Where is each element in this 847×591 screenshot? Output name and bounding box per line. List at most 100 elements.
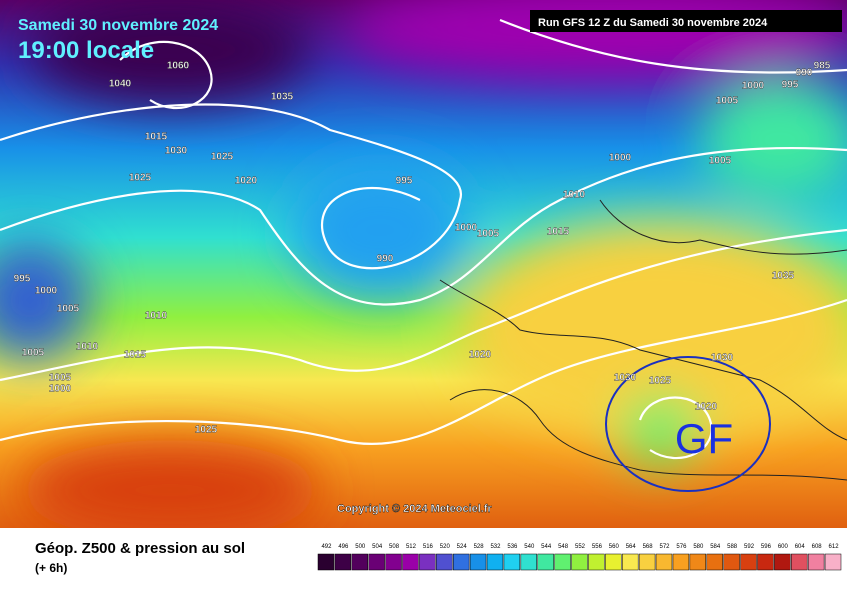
legend-swatch: [723, 553, 740, 571]
legend-swatch: [436, 553, 453, 571]
isobar-label: 1000: [609, 153, 632, 164]
isobar-label: 1000: [35, 286, 58, 297]
legend-swatch: [740, 553, 757, 571]
legend-label: 532: [490, 544, 501, 550]
isobar-label: 1010: [145, 311, 168, 322]
isobar-label: 1005: [57, 304, 80, 315]
legend-label: 512: [406, 544, 417, 550]
legend-label: 500: [355, 544, 366, 550]
time: 19:00 locale: [18, 37, 154, 64]
fields: [0, 0, 847, 540]
legend-swatch: [588, 553, 605, 571]
legend-swatch: [537, 553, 554, 571]
legend-swatch: [351, 553, 368, 571]
legend-swatch: [419, 553, 436, 571]
legend-label: 568: [643, 544, 654, 550]
legend-swatch: [605, 553, 622, 571]
isobar-label: 1015: [124, 350, 147, 361]
footer-subtitle: (+ 6h): [35, 561, 67, 575]
legend-swatch: [807, 553, 825, 571]
legend-label: 596: [761, 544, 772, 550]
isobar-label: 1020: [235, 176, 258, 187]
run: Run GFS 12 Z du Samedi 30 novembre 2024: [538, 17, 768, 29]
legend-label: 540: [524, 544, 535, 550]
isobar-label: 1000: [455, 223, 478, 234]
isobar-label: 1035: [271, 92, 294, 103]
isobar-label: 1010: [76, 342, 99, 353]
legend-label: 608: [812, 544, 823, 550]
legend-swatch: [706, 553, 723, 571]
legend-label: 548: [558, 544, 569, 550]
legend-label: 492: [321, 544, 332, 550]
legend-swatch: [774, 553, 791, 571]
run-box: [530, 10, 842, 32]
isobar-label: 1000: [49, 384, 72, 395]
legend-label: 580: [693, 544, 704, 550]
isobar-label: 990: [377, 254, 394, 265]
gf-circle: [605, 356, 771, 492]
legend-swatch: [486, 553, 504, 571]
legend-label: 564: [626, 544, 637, 550]
legend-swatch: [757, 553, 774, 571]
legend-swatch: [317, 553, 335, 571]
legend-swatch: [368, 553, 385, 571]
isobar-label: 995: [14, 274, 31, 285]
legend-label: 496: [338, 544, 349, 550]
legend-swatch: [638, 553, 656, 571]
isobar-label: 1010: [563, 190, 586, 201]
isobar-label: 1005: [709, 156, 732, 167]
isobar-label: 1025: [129, 173, 152, 184]
legend-label: 520: [440, 544, 451, 550]
legend-label: 576: [676, 544, 687, 550]
isobar-label: 1030: [614, 373, 637, 384]
legend-label: 508: [389, 544, 400, 550]
legend-label: 556: [592, 544, 603, 550]
footer-title: Géop. Z500 & pression au sol: [35, 540, 245, 557]
legend-swatch: [503, 553, 521, 571]
legend-swatch: [791, 553, 808, 571]
isobar-label: 1035: [772, 271, 795, 282]
copyright: Copyright © 2024 Meteociel.fr: [337, 503, 493, 515]
isobar-label: 1015: [145, 132, 168, 143]
isobars: [0, 18, 847, 460]
isobar-label: 1020: [469, 350, 492, 361]
legend-swatch: [554, 553, 571, 571]
isobar-label: 1040: [109, 79, 132, 90]
isobar-label: 1025: [649, 376, 672, 387]
legend-swatch: [672, 553, 690, 571]
isobar-label: 1060: [167, 61, 190, 72]
legend-label: 584: [710, 544, 721, 550]
isobar-label: 1030: [711, 353, 734, 364]
legend-swatch: [520, 553, 537, 571]
legend-swatch: [385, 553, 402, 571]
legend-label: 552: [575, 544, 586, 550]
legend: 492 496 500 504 508 512 516 520 524 528 532 536 540 5…: [317, 544, 842, 571]
isobar-label: 1005: [22, 348, 45, 359]
legend-label: 588: [727, 544, 738, 550]
legend-swatch: [622, 553, 639, 571]
center-label: GF: [675, 415, 733, 462]
isobar-label: 1025: [195, 425, 218, 436]
isobar-label: 1030: [165, 146, 188, 157]
legend-swatch: [469, 553, 487, 571]
isobar-label: 995: [782, 80, 799, 91]
legend-label: 504: [372, 544, 383, 550]
legend-label: 536: [507, 544, 518, 550]
isobar-label: 1015: [547, 227, 570, 238]
legend-label: 592: [744, 544, 755, 550]
isobar-label: 1000: [742, 81, 765, 92]
legend-label: 528: [474, 544, 485, 550]
isobar-label: 990: [796, 68, 813, 79]
legend-label: 544: [541, 544, 552, 550]
legend-swatch: [655, 553, 673, 571]
legend-label: 600: [778, 544, 789, 550]
isobar-label: 1005: [477, 229, 500, 240]
legend-label: 604: [795, 544, 806, 550]
isobar-label: 1025: [211, 152, 234, 163]
legend-label: 572: [660, 544, 671, 550]
isobar-label: 1005: [716, 96, 739, 107]
legend-label: 560: [609, 544, 620, 550]
